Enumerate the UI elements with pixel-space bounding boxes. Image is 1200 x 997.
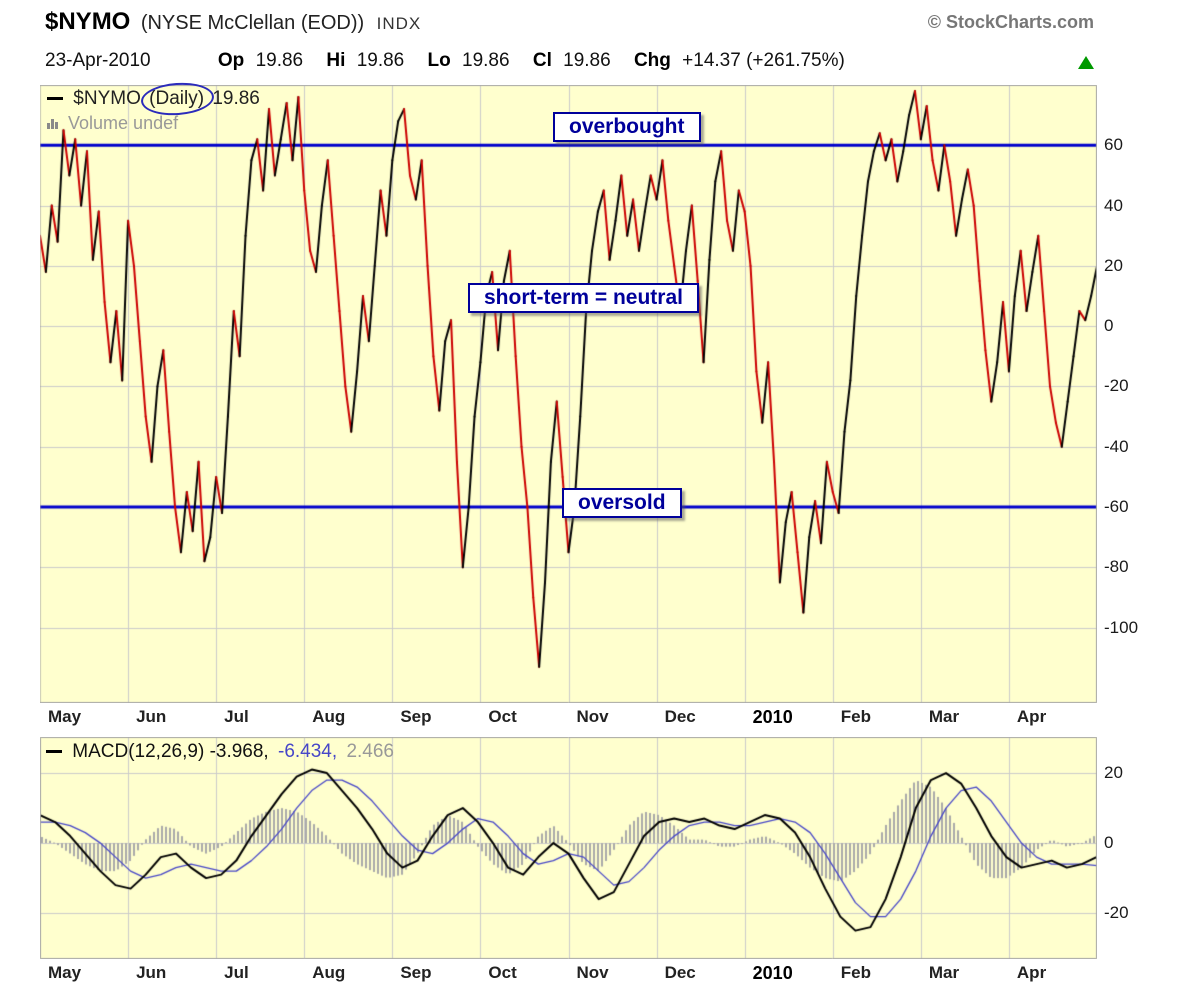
macd-signal-value: -6.434, <box>278 741 338 762</box>
y-tick-label: -40 <box>1104 436 1129 456</box>
low-label: Lo <box>427 50 451 71</box>
main-chart-legend: $NYMO (Daily) 19.86 <box>47 80 260 118</box>
x-tick-label: May <box>48 963 82 982</box>
symbol: $NYMO <box>45 8 131 35</box>
exchange-label: INDX <box>376 14 422 33</box>
open-label: Op <box>217 50 245 71</box>
macd-label: MACD(12,26,9) <box>72 741 205 762</box>
x-tick-label: 2010 <box>752 963 793 983</box>
volume-undef-label: Volume undef <box>68 113 179 133</box>
change-value: +14.37 (+261.75%) <box>682 50 845 71</box>
stockcharts-copyright: © StockCharts.com <box>927 12 1094 32</box>
y-tick-label: -80 <box>1104 557 1129 577</box>
macd-y-axis-labels: 20 0 -20 <box>1104 0 1174 997</box>
x-tick-label: Jul <box>224 707 249 726</box>
change-label: Chg <box>633 50 671 71</box>
x-tick-label: Feb <box>840 963 871 982</box>
symbol-name: (NYSE McClellan (EOD)) <box>140 12 365 34</box>
high-label: Hi <box>326 50 346 71</box>
x-tick-label: Aug <box>312 963 346 982</box>
volume-bars-icon <box>47 113 59 134</box>
change-up-arrow-icon <box>1078 56 1094 69</box>
nymo-chart-canvas <box>40 85 1097 703</box>
y-tick-label: 20 <box>1104 255 1123 275</box>
overbought-annotation: overbought <box>553 112 701 142</box>
main-y-axis-labels: 60 40 20 0 -20 -40 -60 -80 -100 <box>1104 0 1174 997</box>
macd-line-swatch <box>46 750 62 753</box>
macd-hist-value: 2.466 <box>346 741 394 762</box>
high-value: 19.86 <box>356 50 405 71</box>
x-tick-label: Jun <box>136 963 167 982</box>
low-value: 19.86 <box>462 50 510 71</box>
macd-x-axis-labels: May Jun Jul Aug Sep Oct Nov Dec 2010 Feb Mar Apr <box>0 963 1200 989</box>
x-tick-label: Apr <box>1016 963 1047 982</box>
nymo-line-swatch <box>47 97 63 100</box>
y-tick-label: 60 <box>1104 135 1123 155</box>
x-tick-label: May <box>48 707 82 726</box>
x-tick-label: Oct <box>488 707 517 726</box>
x-tick-label: Nov <box>576 707 609 726</box>
x-tick-label: Sep <box>400 963 432 982</box>
y-tick-label: -20 <box>1104 903 1129 923</box>
macd-legend: MACD(12,26,9) -3.968, -6.434, 2.466 <box>46 741 394 763</box>
y-tick-label: 0 <box>1104 316 1114 336</box>
x-tick-label: Oct <box>488 963 517 982</box>
x-tick-label: Apr <box>1016 707 1047 726</box>
x-tick-label: Mar <box>928 963 960 982</box>
x-tick-label: Jun <box>136 707 167 726</box>
x-tick-label: Nov <box>576 963 609 982</box>
legend-period: (Daily) <box>149 88 205 109</box>
x-tick-label: 2010 <box>752 707 793 727</box>
macd-chart-canvas <box>40 737 1097 959</box>
x-tick-label: Dec <box>664 963 696 982</box>
close-value: 19.86 <box>563 50 611 71</box>
macd-value: -3.968, <box>209 741 269 762</box>
close-label: Cl <box>532 50 552 71</box>
legend-symbol: $NYMO <box>73 88 141 109</box>
quote-date: 23-Apr-2010 <box>45 50 151 71</box>
x-tick-label: Dec <box>664 707 696 726</box>
chart-header: $NYMO (NYSE McClellan (EOD)) INDX <box>45 8 421 36</box>
x-tick-label: Sep <box>400 707 432 726</box>
x-tick-label: Mar <box>928 707 960 726</box>
y-tick-label: -20 <box>1104 376 1129 396</box>
x-tick-label: Feb <box>840 707 871 726</box>
main-x-axis-labels: May Jun Jul Aug Sep Oct Nov Dec 2010 Feb Mar Apr <box>0 707 1200 733</box>
x-tick-label: Aug <box>312 707 346 726</box>
oversold-annotation: oversold <box>562 488 682 518</box>
volume-row: Volume undef <box>47 113 178 134</box>
short-term-neutral-annotation: short-term = neutral <box>468 283 699 313</box>
y-tick-label: -60 <box>1104 497 1129 517</box>
y-tick-label: 20 <box>1104 763 1123 783</box>
quote-line: 23-Apr-2010 Op 19.86 Hi 19.86 Lo 19.86 C… <box>45 50 845 72</box>
open-value: 19.86 <box>255 50 304 71</box>
legend-last-value: 19.86 <box>212 88 260 109</box>
y-tick-label: 0 <box>1104 833 1114 853</box>
x-tick-label: Jul <box>224 963 249 982</box>
y-tick-label: 40 <box>1104 195 1123 215</box>
daily-circled-annotation: (Daily) <box>140 80 216 118</box>
y-tick-label: -100 <box>1104 617 1139 637</box>
